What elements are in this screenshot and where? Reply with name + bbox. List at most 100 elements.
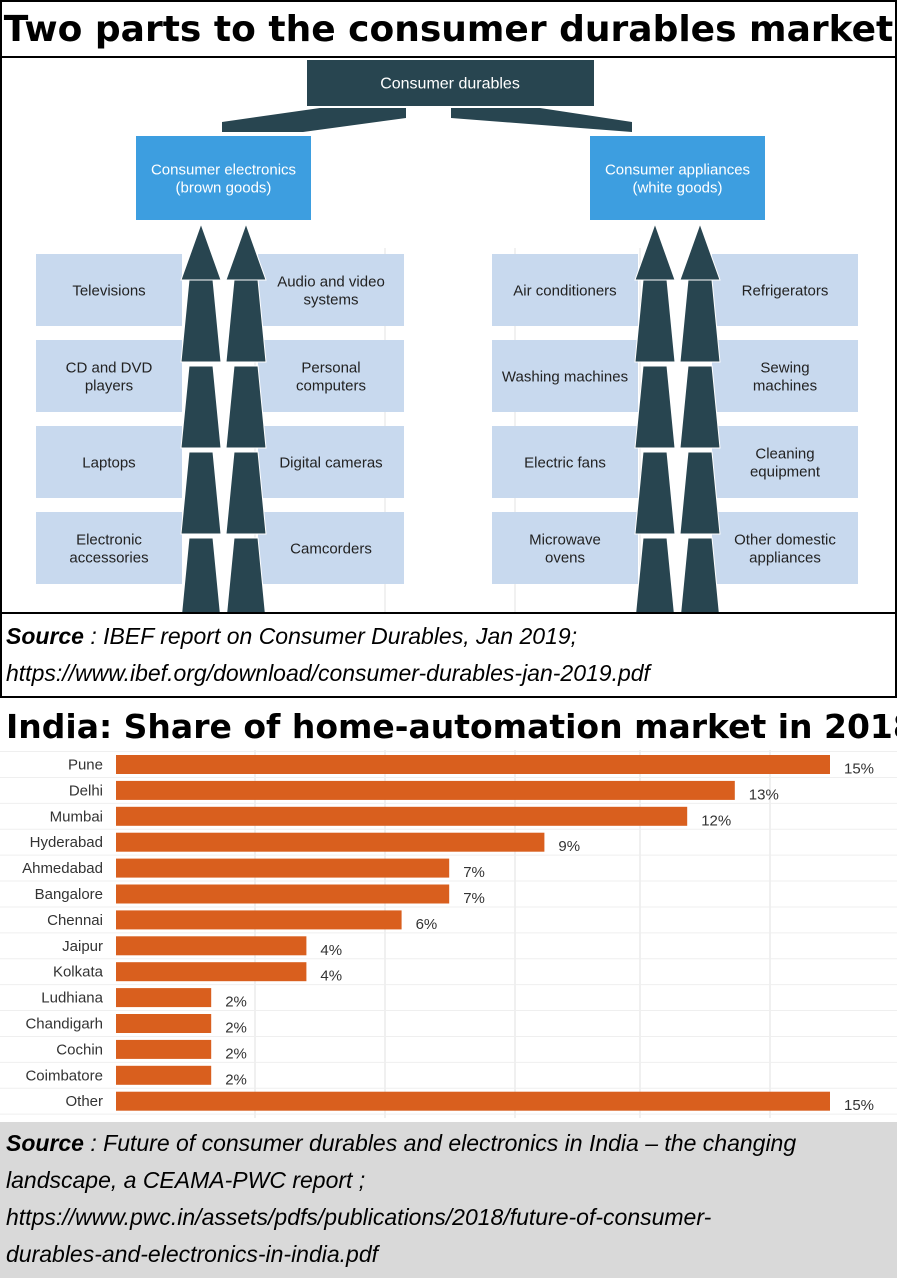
source1-line-2: https://www.ibef.org/download/consumer-d… — [6, 660, 650, 686]
value-label-11: 2% — [225, 1020, 247, 1037]
value-label-7: 6% — [416, 916, 438, 933]
category-label-4: Hyderabad — [30, 834, 103, 851]
source2-text-1: : Future of consumer durables and electr… — [83, 1130, 797, 1156]
bar-7 — [116, 910, 402, 930]
leaf-label-2-right-2: Sewing machines — [753, 359, 817, 394]
leaf-box-2-left-4 — [492, 512, 638, 584]
category-label-13: Coimbatore — [25, 1067, 103, 1084]
branch-label-1-line-2: (brown goods) — [176, 179, 272, 196]
branch-box-1 — [136, 136, 311, 220]
value-label-8: 4% — [320, 942, 342, 959]
leaf-box-1-right-1 — [258, 254, 404, 326]
value-label-4: 9% — [558, 838, 580, 855]
home-automation-bar-chart: Pune 15% Delhi 13% Mumbai 12% Hyderabad 9% Ahmed… — [0, 750, 897, 1118]
category-label-3: Mumbai — [50, 808, 103, 825]
value-label-9: 4% — [320, 968, 342, 985]
leaf-label-1-left-4-line-1: Electronic — [76, 531, 142, 548]
bar-5 — [116, 858, 450, 878]
category-label-2: Delhi — [69, 782, 103, 799]
leaf-label-1-left-1: Televisions — [72, 282, 145, 299]
leaf-label-2-left-4: Microwave ovens — [529, 531, 601, 566]
leaf-label-2-right-3-line-2: equipment — [750, 463, 821, 480]
leaf-label-1-right-2-line-1: Personal — [301, 359, 360, 376]
arrow-seg-2-left-3 — [634, 451, 676, 535]
bar-12 — [116, 1039, 212, 1059]
source2-line-1: Source : Future of consumer durables and… — [6, 1125, 796, 1162]
bar-4 — [116, 832, 545, 852]
leaf-label-1-right-1: Audio and video systems — [277, 273, 385, 308]
bar-6 — [116, 884, 450, 904]
title-divider — [0, 56, 897, 58]
value-label-1: 15% — [844, 761, 874, 778]
leaf-label-2-left-4-line-1: Microwave — [529, 531, 601, 548]
leaf-label-2-right-1: Refrigerators — [742, 282, 829, 299]
leaf-label-1-right-4: Camcorders — [290, 540, 372, 557]
leaf-box-1-right-2 — [258, 340, 404, 412]
leaf-label-2-left-4-line-2: ovens — [545, 549, 585, 566]
leaf-label-1-right-1-line-1: Audio and video — [277, 273, 385, 290]
leaf-label-2-right-1-line-1: Refrigerators — [742, 282, 829, 299]
leaf-label-1-right-2: Personal computers — [296, 359, 366, 394]
arrow-head-1-left — [180, 222, 222, 281]
value-label-14: 15% — [844, 1097, 874, 1114]
bar-14 — [116, 1091, 830, 1111]
category-label-7: Chennai — [47, 912, 103, 929]
source2-box — [0, 1122, 897, 1278]
branch-label-2-line-1: Consumer appliances — [605, 161, 750, 178]
source1-line-1: Source : IBEF report on Consumer Durable… — [6, 618, 650, 655]
leaf-label-1-left-3-line-1: Laptops — [82, 454, 135, 471]
bar-10 — [116, 988, 212, 1008]
leaf-label-1-right-3-line-1: Digital cameras — [279, 454, 382, 471]
branch-label-1-line-1: Consumer electronics — [151, 161, 296, 178]
arrow-seg-1-left-3 — [180, 451, 222, 535]
arrow-seg-1-right-4 — [226, 537, 266, 614]
leaf-label-1-right-4-line-1: Camcorders — [290, 540, 372, 557]
branch-label-2: Consumer appliances (white goods) — [605, 161, 750, 196]
leaf-label-2-left-3: Electric fans — [524, 454, 606, 471]
root-label-line-1: Consumer durables — [380, 76, 520, 93]
leaf-label-2-right-2-line-1: Sewing — [760, 359, 809, 376]
consumer-durables-diagram: Consumer durables Consumer electronics (br… — [36, 60, 858, 614]
leaf-box-2-left-3 — [492, 426, 638, 498]
leaf-label-1-left-1-line-1: Televisions — [72, 282, 145, 299]
leaf-label-1-left-2: CD and DVD players — [66, 359, 153, 394]
leaf-box-1-right-4 — [258, 512, 404, 584]
source2-label: Source — [6, 1130, 84, 1156]
bar-1 — [116, 755, 830, 774]
leaf-label-2-left-2-line-1: Washing machines — [502, 368, 628, 385]
value-label-5: 7% — [463, 864, 485, 881]
arrow-seg-2-left-1 — [634, 279, 676, 363]
leaf-label-2-right-4-line-1: Other domestic — [734, 531, 836, 548]
leaf-label-1-left-2-line-1: CD and DVD — [66, 359, 153, 376]
leaf-label-2-left-3-line-1: Electric fans — [524, 454, 606, 471]
arrow-seg-1-right-2 — [225, 365, 267, 449]
bar-3 — [116, 806, 688, 826]
category-label-11: Chandigarh — [25, 1016, 103, 1033]
leaf-box-2-left-1 — [492, 254, 638, 326]
leaf-box-2-right-2 — [712, 340, 858, 412]
leaf-label-2-right-4: Other domestic appliances — [734, 531, 836, 566]
branch-box-2 — [590, 136, 765, 220]
leaf-box-2-right-4 — [712, 512, 858, 584]
bar-2 — [116, 780, 735, 800]
arrow-head-1-right — [225, 222, 267, 281]
category-label-5: Ahmedabad — [22, 860, 103, 877]
value-label-3: 12% — [701, 812, 731, 829]
bar-8 — [116, 936, 307, 956]
leaf-box-1-left-2 — [36, 340, 182, 412]
arrow-seg-2-right-4 — [680, 537, 720, 614]
leaf-box-1-left-3 — [36, 426, 182, 498]
value-label-12: 2% — [225, 1045, 247, 1062]
leaf-label-2-right-3-line-1: Cleaning — [755, 445, 814, 462]
leaf-label-1-left-4-line-2: accessories — [69, 549, 148, 566]
section1-title: Two parts to the consumer durables marke… — [3, 9, 894, 50]
category-label-8: Jaipur — [62, 938, 103, 955]
leaf-label-2-right-2-line-2: machines — [753, 377, 817, 394]
leaf-box-2-right-1 — [712, 254, 858, 326]
arrow-seg-2-right-1 — [679, 279, 721, 363]
leaf-label-1-left-4: Electronic accessories — [69, 531, 148, 566]
branch-label-1: Consumer electronics (brown goods) — [151, 161, 296, 196]
arrow-head-2-left — [634, 222, 676, 281]
leaf-label-1-left-2-line-2: players — [85, 377, 133, 394]
leaf-label-2-right-3: Cleaning equipment — [750, 445, 821, 480]
